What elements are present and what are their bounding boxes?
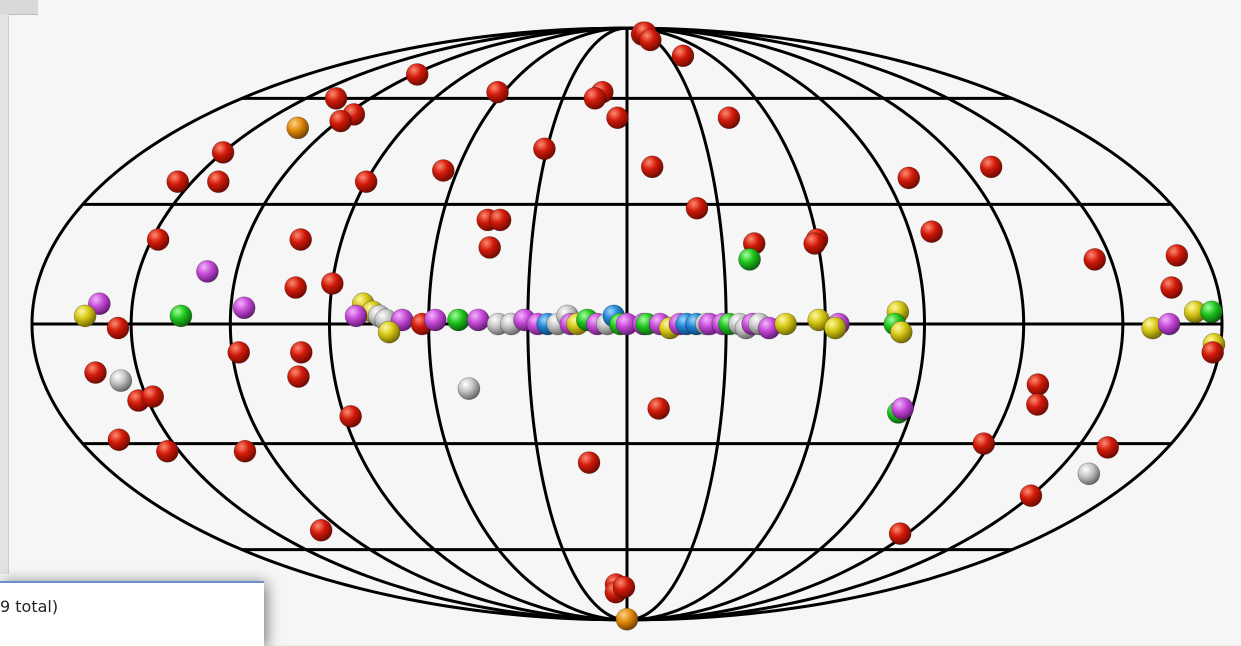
- source-marker-red[interactable]: [577, 451, 601, 474]
- source-marker-red[interactable]: [166, 170, 190, 193]
- coordinate-grid: [30, 26, 1224, 622]
- source-marker-red[interactable]: [431, 159, 455, 182]
- window-frame-corner: [0, 0, 38, 15]
- source-marker-magenta[interactable]: [88, 292, 111, 316]
- source-marker-red[interactable]: [339, 405, 362, 428]
- source-marker-red[interactable]: [1019, 484, 1043, 507]
- source-marker-red[interactable]: [1201, 341, 1224, 364]
- source-marker-red[interactable]: [284, 276, 307, 299]
- source-marker-red[interactable]: [972, 432, 996, 455]
- source-marker-red[interactable]: [107, 428, 131, 452]
- source-marker-yellow[interactable]: [823, 316, 847, 340]
- source-count-panel: 9 total): [0, 581, 264, 646]
- source-marker-red[interactable]: [1083, 248, 1107, 271]
- source-marker-red[interactable]: [146, 228, 170, 251]
- source-marker-gray[interactable]: [1077, 462, 1101, 486]
- source-marker-red[interactable]: [583, 87, 607, 110]
- source-marker-red[interactable]: [685, 196, 709, 220]
- source-markers[interactable]: [73, 21, 1226, 631]
- window-frame-edge: [0, 14, 9, 574]
- source-marker-magenta[interactable]: [891, 397, 914, 420]
- source-marker-red[interactable]: [640, 155, 664, 179]
- source-marker-red[interactable]: [309, 518, 333, 542]
- source-marker-red[interactable]: [647, 397, 670, 420]
- source-marker-red[interactable]: [979, 155, 1003, 179]
- source-marker-green[interactable]: [447, 308, 470, 332]
- source-marker-red[interactable]: [717, 106, 741, 130]
- source-marker-red[interactable]: [354, 170, 378, 193]
- source-marker-green[interactable]: [738, 248, 761, 271]
- source-marker-gray[interactable]: [109, 369, 133, 392]
- source-marker-red[interactable]: [141, 385, 165, 408]
- source-marker-red[interactable]: [405, 63, 429, 86]
- source-marker-red[interactable]: [287, 365, 310, 388]
- source-marker-red[interactable]: [888, 522, 912, 545]
- source-marker-red[interactable]: [233, 439, 257, 463]
- source-marker-green[interactable]: [1200, 300, 1223, 324]
- source-marker-red[interactable]: [324, 87, 348, 110]
- source-marker-red[interactable]: [156, 439, 179, 463]
- source-marker-red[interactable]: [533, 137, 556, 161]
- source-marker-red[interactable]: [84, 361, 107, 384]
- source-marker-green[interactable]: [169, 304, 193, 328]
- source-marker-red[interactable]: [920, 220, 943, 243]
- source-marker-orange[interactable]: [286, 116, 310, 140]
- source-marker-yellow[interactable]: [73, 304, 97, 328]
- source-marker-yellow[interactable]: [377, 320, 401, 344]
- source-marker-red[interactable]: [320, 272, 344, 295]
- source-marker-magenta[interactable]: [196, 260, 219, 283]
- source-marker-red[interactable]: [897, 166, 921, 190]
- source-marker-yellow[interactable]: [774, 312, 797, 336]
- source-marker-red[interactable]: [486, 80, 509, 104]
- source-marker-red[interactable]: [612, 575, 636, 599]
- source-marker-magenta[interactable]: [466, 308, 490, 332]
- source-marker-red[interactable]: [1026, 393, 1049, 416]
- source-marker-red[interactable]: [329, 109, 352, 133]
- source-marker-yellow[interactable]: [889, 320, 913, 344]
- source-marker-red[interactable]: [606, 106, 629, 130]
- source-marker-red[interactable]: [803, 232, 826, 255]
- source-marker-red[interactable]: [227, 341, 251, 364]
- source-marker-red[interactable]: [1160, 276, 1183, 299]
- source-marker-red[interactable]: [289, 341, 313, 364]
- source-marker-red[interactable]: [671, 44, 695, 68]
- source-marker-gray[interactable]: [457, 377, 481, 400]
- source-marker-red[interactable]: [106, 316, 130, 340]
- source-marker-magenta[interactable]: [1157, 312, 1181, 336]
- source-marker-red[interactable]: [1165, 244, 1189, 267]
- source-marker-red[interactable]: [638, 28, 662, 52]
- source-marker-magenta[interactable]: [232, 296, 256, 320]
- source-marker-orange[interactable]: [615, 607, 639, 631]
- source-marker-red[interactable]: [211, 141, 235, 164]
- source-marker-magenta[interactable]: [423, 308, 447, 332]
- source-marker-red[interactable]: [207, 170, 230, 193]
- source-marker-red[interactable]: [1096, 436, 1120, 459]
- source-marker-red[interactable]: [1026, 373, 1050, 396]
- source-marker-red[interactable]: [478, 236, 502, 259]
- source-marker-red[interactable]: [289, 228, 312, 251]
- source-marker-magenta[interactable]: [344, 304, 368, 328]
- source-marker-red[interactable]: [488, 208, 512, 232]
- source-count-text: 9 total): [0, 597, 59, 616]
